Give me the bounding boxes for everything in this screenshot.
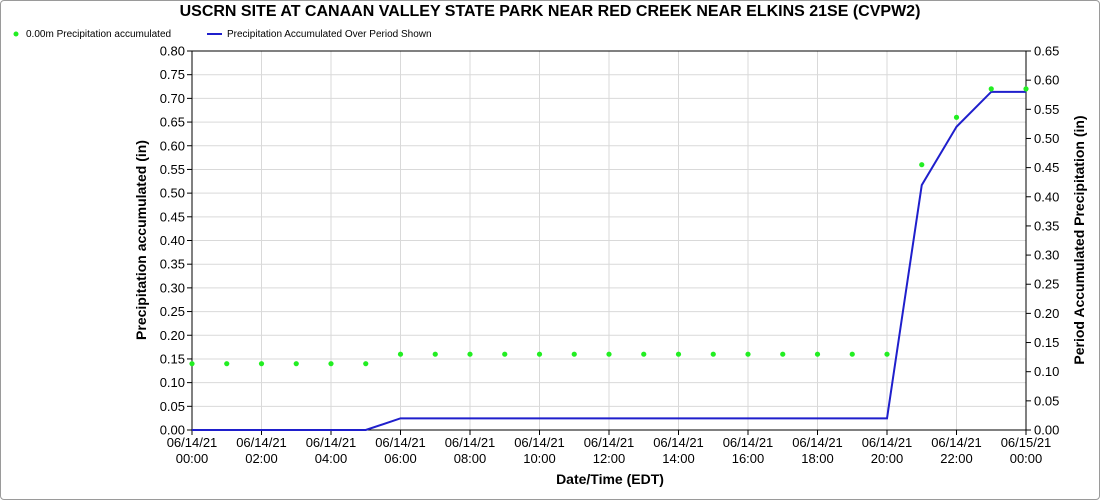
scatter-point: [953, 114, 960, 120]
scatter-point: [467, 351, 473, 357]
legend-label-scatter: 0.00m Precipitation accumulated: [26, 29, 171, 40]
left-tick-label: 0.10: [160, 375, 185, 390]
left-y-axis-label: Precipitation accumulated (in): [133, 140, 149, 340]
right-tick-label: 0.05: [1034, 393, 1059, 408]
x-tick-date: 06/14/21: [723, 435, 774, 450]
scatter-point: [432, 351, 438, 357]
x-tick-time: 14:00: [662, 451, 695, 466]
left-tick-label: 0.15: [160, 351, 185, 366]
scatter-point: [258, 361, 265, 367]
x-tick-date: 06/14/21: [236, 435, 287, 450]
left-tick-label: 0.00: [160, 423, 185, 438]
x-tick-time: 18:00: [801, 451, 834, 466]
x-axis-ticks: 06/14/2100:0006/14/2102:0006/14/2104:000…: [167, 430, 1052, 466]
right-tick-label: 0.40: [1034, 189, 1059, 204]
x-tick-time: 02:00: [245, 451, 278, 466]
x-tick-time: 10:00: [523, 451, 556, 466]
left-tick-label: 0.75: [160, 67, 185, 82]
left-tick-label: 0.20: [160, 328, 185, 343]
left-tick-label: 0.35: [160, 257, 185, 272]
scatter-point: [536, 351, 543, 357]
x-tick-date: 06/14/21: [514, 435, 565, 450]
x-tick-time: 04:00: [315, 451, 348, 466]
right-tick-label: 0.00: [1034, 423, 1059, 438]
right-tick-label: 0.20: [1034, 306, 1059, 321]
x-tick-time: 22:00: [940, 451, 973, 466]
left-tick-label: 0.65: [160, 115, 185, 130]
legend-label-line: Precipitation Accumulated Over Period Sh…: [227, 29, 432, 40]
x-tick-time: 12:00: [593, 451, 626, 466]
legend-marker-scatter: [13, 31, 19, 37]
x-tick-date: 06/14/21: [653, 435, 704, 450]
chart-title: USCRN SITE AT CANAAN VALLEY STATE PARK N…: [179, 3, 921, 20]
right-tick-label: 0.60: [1034, 73, 1059, 88]
scatter-point: [502, 351, 508, 357]
scatter-point: [814, 351, 821, 357]
scatter-point: [988, 86, 994, 92]
x-tick-time: 00:00: [1010, 451, 1043, 466]
x-tick-date: 06/14/21: [375, 435, 426, 450]
left-tick-label: 0.60: [160, 138, 185, 153]
left-tick-label: 0.50: [160, 186, 185, 201]
left-tick-label: 0.05: [160, 399, 185, 414]
x-tick-date: 06/14/21: [306, 435, 357, 450]
scatter-point: [849, 351, 855, 357]
x-tick-time: 06:00: [384, 451, 417, 466]
scatter-point: [224, 361, 230, 367]
right-tick-label: 0.30: [1034, 248, 1059, 263]
scatter-point: [397, 351, 404, 357]
x-tick-time: 20:00: [871, 451, 904, 466]
scatter-point: [710, 351, 716, 357]
scatter-point: [571, 351, 577, 357]
series-layer: [189, 86, 1029, 431]
left-tick-label: 0.25: [160, 304, 185, 319]
x-tick-time: 08:00: [454, 451, 487, 466]
scatter-point: [919, 162, 925, 168]
right-tick-label: 0.65: [1034, 44, 1059, 59]
scatter-point: [884, 351, 890, 357]
right-y-axis-label: Period Accumulated Precipitation (in): [1071, 115, 1087, 364]
x-tick-date: 06/14/21: [167, 435, 218, 450]
right-tick-label: 0.35: [1034, 218, 1059, 233]
series-line-period-accumulated: [192, 90, 1026, 431]
scatter-point: [1023, 86, 1029, 92]
scatter-point: [745, 351, 751, 357]
right-tick-label: 0.10: [1034, 364, 1059, 379]
left-tick-label: 0.55: [160, 162, 185, 177]
scatter-point: [328, 361, 334, 367]
right-tick-label: 0.55: [1034, 102, 1059, 117]
x-tick-date: 06/14/21: [792, 435, 843, 450]
x-tick-date: 06/14/21: [862, 435, 913, 450]
left-tick-label: 0.40: [160, 233, 185, 248]
scatter-point: [363, 361, 369, 367]
plot-area-border: [191, 50, 1027, 431]
right-tick-label: 0.45: [1034, 160, 1059, 175]
x-tick-date: 06/14/21: [931, 435, 982, 450]
scatter-point: [780, 351, 786, 357]
x-tick-time: 16:00: [732, 451, 765, 466]
right-tick-label: 0.25: [1034, 277, 1059, 292]
x-tick-date: 06/14/21: [445, 435, 496, 450]
scatter-point: [675, 351, 682, 357]
right-y-ticks: 0.00 0.05 0.10 0.15 0.20 0.25 0.30 0.35 0.40 0.45…: [1026, 44, 1059, 438]
legend: 0.00m Precipitation accumulated Precipit…: [13, 29, 432, 40]
x-tick-date: 06/15/21: [1001, 435, 1052, 450]
left-tick-label: 0.30: [160, 280, 185, 295]
right-tick-label: 0.50: [1034, 131, 1059, 146]
left-tick-label: 0.80: [160, 44, 185, 59]
scatter-point: [189, 361, 195, 367]
left-y-ticks: 0.00 0.05 0.10 0.15 0.20 0.25 0.30 0.35 0.40 0.45…: [160, 44, 192, 438]
scatter-point: [641, 351, 647, 357]
scatter-point: [606, 351, 612, 357]
right-tick-label: 0.15: [1034, 335, 1059, 350]
scatter-point: [293, 361, 299, 367]
left-tick-label: 0.45: [160, 209, 185, 224]
x-tick-time: 00:00: [176, 451, 209, 466]
grid-lines: [191, 50, 1027, 431]
left-tick-label: 0.70: [160, 91, 185, 106]
x-axis-label: Date/Time (EDT): [556, 471, 664, 487]
x-tick-date: 06/14/21: [584, 435, 635, 450]
